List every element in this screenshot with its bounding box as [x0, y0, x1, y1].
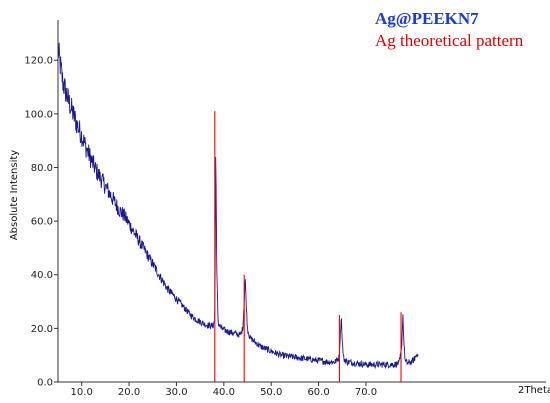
- ticks-layer: 10.0 20.0 30.0 40.0 50.0 60.0 70.0 0.0 20.0 40.0 6…: [24, 56, 377, 398]
- x-tick-label-1: 20.0: [118, 387, 140, 398]
- legend-ag-theoretical: Ag theoretical pattern: [375, 31, 524, 50]
- plot-area: [58, 20, 546, 382]
- y-tick-label-2: 40.0: [31, 270, 53, 281]
- series-layer: [57, 42, 419, 382]
- x-tick-label-5: 60.0: [307, 387, 329, 398]
- y-tick-label-0: 0.0: [37, 378, 53, 389]
- legend-ag-peekn7: Ag@PEEKN7: [375, 9, 479, 28]
- x-tick-label-3: 40.0: [213, 387, 235, 398]
- axes-layer: [57, 20, 546, 383]
- x-tick-label-4: 50.0: [260, 387, 282, 398]
- x-tick-label-6: 70.0: [355, 387, 377, 398]
- y-tick-label-1: 20.0: [31, 324, 53, 335]
- x-axis-title: 2Theta: [518, 385, 550, 396]
- x-tick-label-0: 10.0: [71, 387, 93, 398]
- y-tick-label-6: 120.0: [24, 56, 53, 67]
- y-tick-label-5: 100.0: [24, 109, 53, 120]
- y-tick-label-4: 80.0: [31, 163, 53, 174]
- y-tick-label-3: 60.0: [31, 217, 53, 228]
- series-0-line: [57, 42, 419, 370]
- y-axis-title: Absolute Intensity: [9, 150, 20, 240]
- x-tick-label-2: 30.0: [165, 387, 187, 398]
